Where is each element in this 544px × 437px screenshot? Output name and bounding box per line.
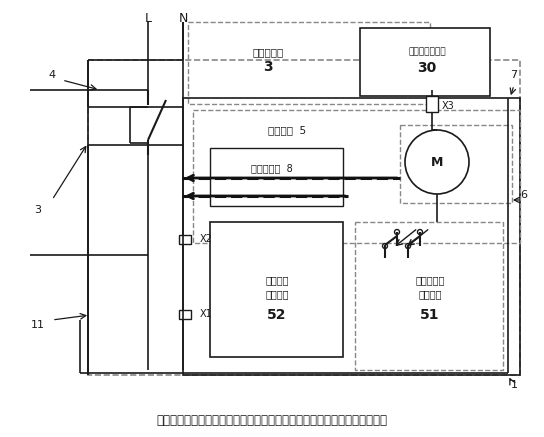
Text: M: M: [431, 156, 443, 169]
Text: 欠费脱电: 欠费脱电: [265, 275, 289, 285]
Text: X3: X3: [442, 101, 454, 111]
Text: 4: 4: [48, 70, 55, 80]
Text: 51: 51: [421, 308, 440, 322]
Bar: [179, 235, 191, 244]
Bar: [210, 222, 343, 357]
Text: 6: 6: [521, 190, 528, 200]
Text: L: L: [145, 11, 151, 24]
Bar: [188, 22, 430, 104]
Text: 7: 7: [510, 70, 517, 80]
Text: 30: 30: [417, 61, 437, 75]
Text: X1: X1: [200, 309, 213, 319]
Text: 驱动电路: 驱动电路: [265, 289, 289, 299]
Text: X2: X2: [200, 234, 213, 244]
Text: 控制电压输出端: 控制电压输出端: [408, 48, 446, 56]
Text: 控制电路  5: 控制电路 5: [268, 125, 306, 135]
Bar: [426, 96, 438, 112]
Bar: [193, 110, 520, 243]
Text: 3: 3: [263, 60, 273, 74]
Text: 分离脱扣器  8: 分离脱扣器 8: [251, 163, 293, 173]
Text: 预付费电表: 预付费电表: [252, 47, 283, 57]
Text: 驱动电路: 驱动电路: [418, 289, 442, 299]
Bar: [210, 148, 343, 206]
Bar: [360, 28, 490, 96]
Bar: [355, 222, 503, 370]
Bar: [179, 310, 191, 319]
Text: 3: 3: [34, 205, 41, 215]
Text: 1: 1: [510, 380, 517, 390]
Bar: [400, 125, 512, 203]
Text: 52: 52: [267, 308, 287, 322]
Text: 图为该发明的具有自动重合闸的预付费电表专用断路器的整体结构示意框图: 图为该发明的具有自动重合闸的预付费电表专用断路器的整体结构示意框图: [157, 413, 387, 427]
Text: 自动重合闸: 自动重合闸: [415, 275, 444, 285]
Text: 11: 11: [31, 320, 45, 330]
Text: N: N: [178, 11, 188, 24]
Bar: [88, 60, 520, 375]
Bar: [183, 98, 520, 375]
